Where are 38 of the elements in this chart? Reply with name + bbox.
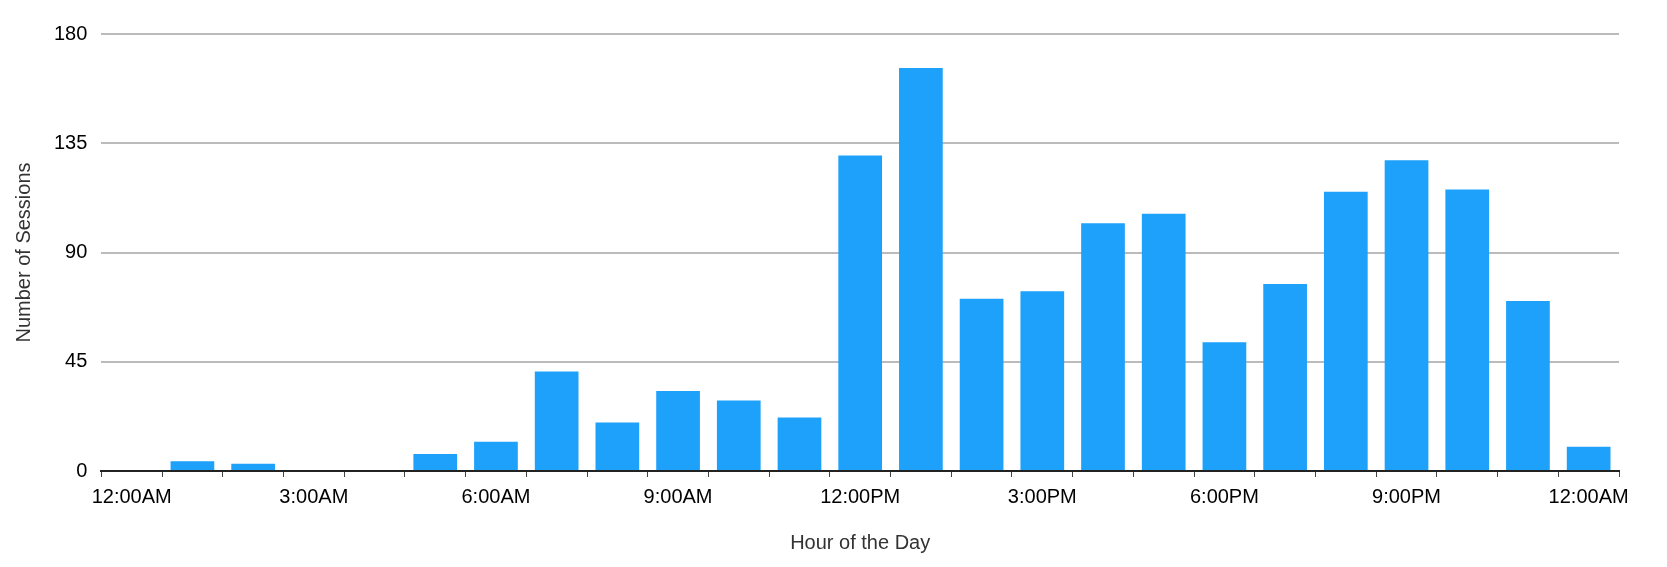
bar <box>1202 342 1247 470</box>
bar <box>1081 223 1125 470</box>
bar <box>1566 446 1611 470</box>
x-tick-label: 12:00PM <box>820 484 901 507</box>
bar <box>1323 191 1368 470</box>
x-tick-label: 9:00AM <box>643 484 713 507</box>
bar <box>170 461 215 470</box>
bar <box>777 417 822 470</box>
bar <box>1445 189 1490 470</box>
bar <box>1020 291 1065 470</box>
x-tick-label: 3:00PM <box>1007 484 1077 507</box>
y-tick-label: 45 <box>65 349 88 372</box>
bar <box>899 67 943 470</box>
x-tick-label: 12:00AM <box>91 484 172 507</box>
bar <box>534 371 579 470</box>
bar <box>1263 284 1307 470</box>
bar <box>413 454 458 470</box>
bar <box>959 298 1004 470</box>
bar <box>231 463 275 470</box>
y-tick-label: 135 <box>53 130 88 153</box>
bar <box>838 155 883 470</box>
bar <box>1506 301 1550 470</box>
y-tick-label: 90 <box>65 240 88 263</box>
x-tick-label: 6:00AM <box>461 484 531 507</box>
y-tick-label: 0 <box>76 458 88 481</box>
y-tick-label: 180 <box>53 21 88 44</box>
x-axis-title: Hour of the Day <box>790 530 931 553</box>
bar <box>656 390 700 470</box>
bar <box>716 400 761 470</box>
bar <box>1384 160 1429 470</box>
x-tick-label: 12:00AM <box>1548 484 1629 507</box>
bar <box>595 422 640 470</box>
x-tick-label: 3:00AM <box>279 484 349 507</box>
x-tick-label: 6:00PM <box>1189 484 1259 507</box>
y-axis-title: Number of Sessions <box>11 162 34 343</box>
bar <box>1141 213 1186 470</box>
x-tick-label: 9:00PM <box>1372 484 1441 507</box>
bar <box>474 441 518 470</box>
